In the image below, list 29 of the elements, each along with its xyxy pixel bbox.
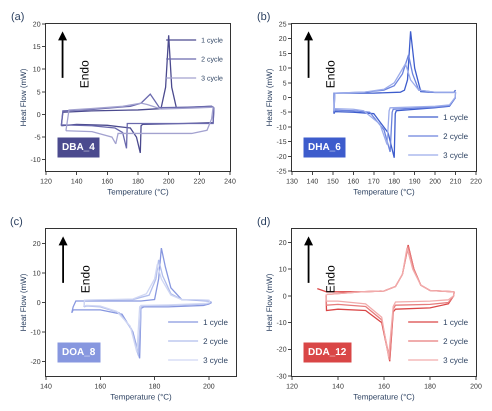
- chart-title: (d): [257, 216, 270, 228]
- x-axis-title: Temperature (°C): [353, 188, 416, 196]
- annotation: Endo: [78, 264, 93, 294]
- legend-label: 2 cycle: [203, 337, 229, 346]
- y-axis-title: Heat Flow (mW): [19, 68, 28, 126]
- chart-title: (b): [257, 11, 270, 23]
- annotation: DHA_6: [308, 142, 342, 153]
- x-axis-title: Temperature (°C): [353, 392, 416, 402]
- y-axis-title: Heat Flow (mW): [265, 68, 274, 126]
- annotation: DBA_4: [62, 142, 96, 153]
- y-axis-title: Heat Flow (mW): [265, 273, 274, 332]
- legend-label: 1 cycle: [443, 113, 469, 122]
- annotation: Endo: [78, 60, 92, 88]
- x-axis-title: Temperature (°C): [110, 392, 172, 402]
- legend-label: 3 cycle: [443, 356, 469, 366]
- y-axis-title: Heat Flow (mW): [19, 273, 28, 332]
- annotation: DDA_12: [308, 347, 347, 358]
- annotation: DOA_8: [62, 347, 96, 358]
- chart-title: (a): [11, 11, 24, 23]
- legend-label: 2 cycle: [443, 337, 469, 346]
- chart-title: (c): [10, 216, 23, 228]
- x-axis-title: Temperature (°C): [107, 188, 170, 196]
- legend-label: 1 cycle: [203, 318, 229, 328]
- annotation: Endo: [324, 60, 338, 88]
- legend-label: 1 cycle: [443, 318, 469, 328]
- legend-label: 2 cycle: [443, 132, 469, 142]
- legend-label: 3 cycle: [203, 356, 229, 366]
- legend-label: 3 cycle: [443, 151, 469, 160]
- annotation: Endo: [324, 264, 338, 294]
